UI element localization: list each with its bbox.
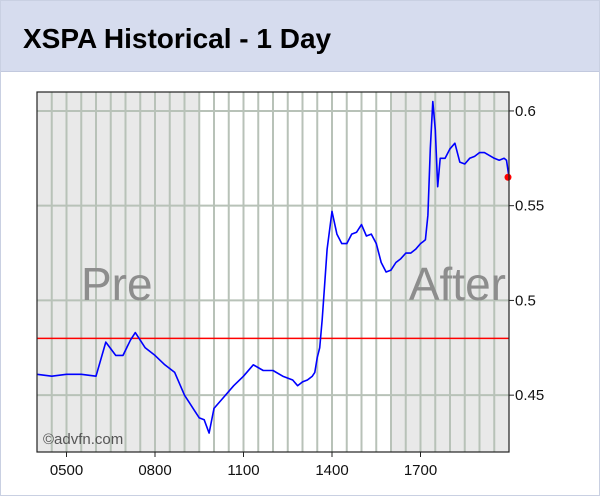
after-hours-label: After: [409, 258, 506, 310]
y-tick-label: 0.55: [515, 198, 544, 215]
y-tick-label: 0.5: [515, 292, 536, 309]
y-tick-label: 0.45: [515, 387, 544, 404]
watermark: ©advfn.com: [43, 431, 123, 448]
pre-market-shade: [37, 92, 200, 452]
x-tick-label: 0800: [138, 462, 171, 479]
panel-header: XSPA Historical - 1 Day: [1, 1, 599, 72]
last-price-marker: [504, 173, 512, 181]
x-tick-label: 1100: [227, 462, 259, 479]
plot-frame: [36, 91, 510, 453]
x-tick-label: 1400: [315, 462, 348, 479]
pre-market-label: Pre: [81, 258, 153, 310]
x-tick-label: 0500: [50, 462, 83, 479]
x-tick-label: 1700: [404, 462, 437, 479]
price-series-line: [36, 100, 510, 434]
y-tick-label: 0.6: [515, 103, 536, 120]
panel-title: XSPA Historical - 1 Day: [23, 23, 332, 54]
